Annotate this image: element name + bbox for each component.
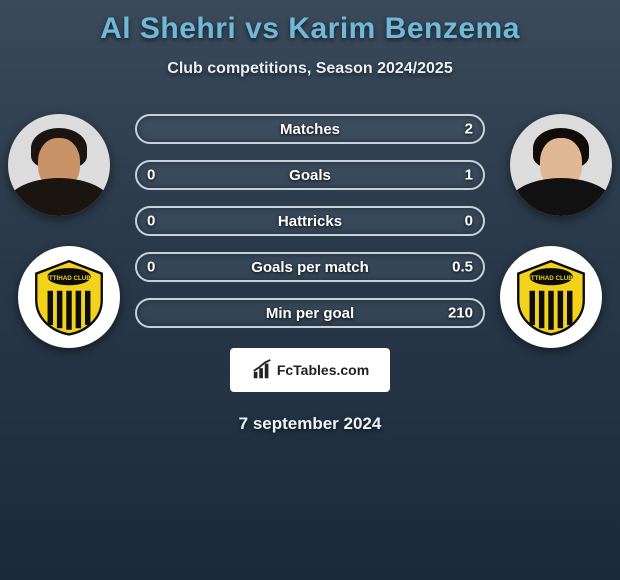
brand-label: FcTables.com bbox=[277, 362, 369, 378]
player-right-avatar bbox=[510, 114, 612, 216]
stat-label: Hattricks bbox=[278, 213, 342, 230]
club-left-badge: ITTIHAD CLUB bbox=[18, 246, 120, 348]
stat-bar: Min per goal 210 bbox=[135, 298, 485, 328]
stat-label: Min per goal bbox=[266, 305, 354, 322]
stat-value-right: 0 bbox=[465, 213, 473, 230]
subtitle: Club competitions, Season 2024/2025 bbox=[167, 60, 452, 78]
svg-text:ITTIHAD CLUB: ITTIHAD CLUB bbox=[529, 275, 573, 282]
stat-label: Goals bbox=[289, 167, 331, 184]
comparison-area: Matches 2 0 Goals 1 0 Hattricks 0 0 Goals per mat… bbox=[0, 114, 620, 328]
stat-bar: 0 Goals 1 bbox=[135, 160, 485, 190]
stat-value-left: 0 bbox=[147, 259, 155, 276]
brand-box: FcTables.com bbox=[230, 348, 390, 392]
page-title: Al Shehri vs Karim Benzema bbox=[100, 12, 520, 46]
stat-bar: 0 Goals per match 0.5 bbox=[135, 252, 485, 282]
stat-bars: Matches 2 0 Goals 1 0 Hattricks 0 0 Goals per mat… bbox=[135, 114, 485, 328]
generated-date: 7 september 2024 bbox=[239, 414, 382, 434]
stat-bar: Matches 2 bbox=[135, 114, 485, 144]
stat-label: Goals per match bbox=[251, 259, 369, 276]
stat-label: Matches bbox=[280, 121, 340, 138]
club-right-badge: ITTIHAD CLUB bbox=[500, 246, 602, 348]
ittihad-badge-icon: ITTIHAD CLUB bbox=[512, 258, 590, 336]
svg-text:ITTIHAD CLUB: ITTIHAD CLUB bbox=[47, 275, 91, 282]
stat-value-right: 210 bbox=[448, 305, 473, 322]
stat-value-right: 1 bbox=[465, 167, 473, 184]
bar-chart-icon bbox=[251, 359, 273, 381]
stat-value-left: 0 bbox=[147, 213, 155, 230]
stat-bar: 0 Hattricks 0 bbox=[135, 206, 485, 236]
stat-value-left: 0 bbox=[147, 167, 155, 184]
player-left-avatar bbox=[8, 114, 110, 216]
stat-value-right: 2 bbox=[465, 121, 473, 138]
ittihad-badge-icon: ITTIHAD CLUB bbox=[30, 258, 108, 336]
stat-value-right: 0.5 bbox=[452, 259, 473, 276]
